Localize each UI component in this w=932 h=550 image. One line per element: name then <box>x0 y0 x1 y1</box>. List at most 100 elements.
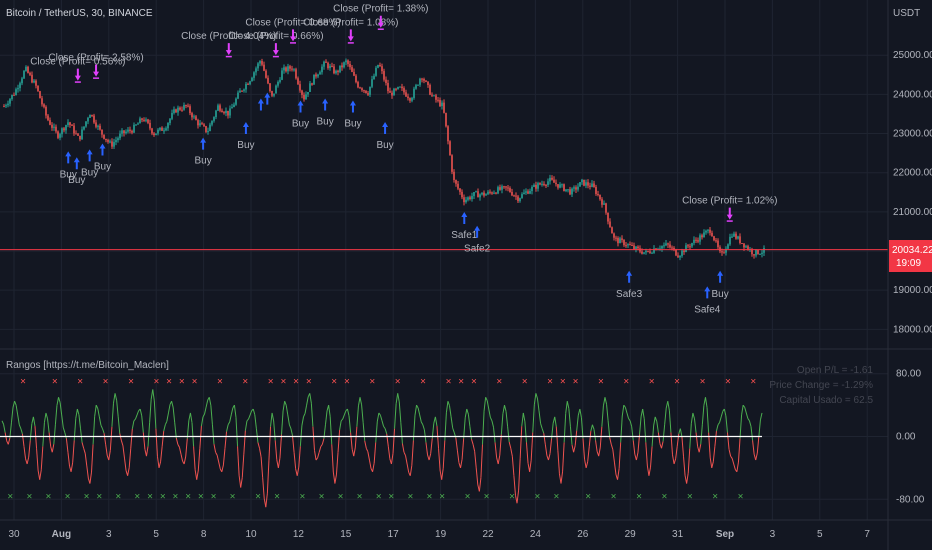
candle-body <box>693 239 695 244</box>
candle-body <box>155 133 157 136</box>
oscillator-segment <box>416 404 419 409</box>
candle-body <box>3 106 5 108</box>
oscillator-segment <box>177 444 180 448</box>
candle-body <box>649 251 651 253</box>
candle-body <box>205 126 207 132</box>
candle-body <box>735 233 737 239</box>
buy-label: Buy <box>711 289 728 300</box>
candle-body <box>701 235 703 238</box>
buy-arrow <box>86 149 93 162</box>
candle-body <box>49 120 51 125</box>
oscillator-segment <box>136 410 140 416</box>
oscillator-segment <box>612 449 615 463</box>
oscillator-segment <box>736 461 739 472</box>
oscillator-axis[interactable]: 80.00 0.00 -80.00 <box>896 369 925 506</box>
sell-cross-marker: × <box>344 377 350 388</box>
oscillator-segment <box>525 442 529 464</box>
last-price-tag-background <box>889 240 932 272</box>
time-axis[interactable]: 30 Aug 3 5 8 10 12 15 17 19 22 24 26 29 31 Sep 3 5 7 <box>8 529 870 540</box>
oscillator-segment <box>255 428 259 443</box>
oscillator-segment <box>171 401 174 408</box>
oscillator-title[interactable]: Rangos [https://t.me/Bitcoin_Maclen] <box>6 360 169 371</box>
oscillator-segment <box>617 468 620 480</box>
candle-body <box>685 245 687 253</box>
oscillator-segment <box>215 451 218 456</box>
candle-body <box>629 244 631 246</box>
candle-body <box>101 129 103 135</box>
oscillator-segment <box>587 446 590 462</box>
oscillator-segment <box>574 430 578 446</box>
close-arrow <box>347 29 354 42</box>
candle-body <box>161 127 163 131</box>
candle-body <box>555 182 557 185</box>
candle-body <box>39 91 41 99</box>
time-tick-label: 26 <box>577 529 589 540</box>
candle-body <box>225 110 227 114</box>
candle-body <box>191 113 193 118</box>
oscillator-segment <box>522 412 526 422</box>
oscillator-segment <box>343 410 347 416</box>
oscillator-segment <box>34 426 38 449</box>
buy-cross-marker: × <box>185 491 191 502</box>
oscillator-segment <box>362 422 366 441</box>
oscillator-segment <box>248 414 251 420</box>
oscillator-segment <box>313 450 317 461</box>
candle-body <box>67 122 69 126</box>
oscillator-segment <box>387 446 391 459</box>
candle-body <box>11 94 13 100</box>
oscillator-segment <box>571 444 575 453</box>
oscillator-segment <box>112 393 116 404</box>
oscillator-segment <box>356 405 359 427</box>
candle-body <box>293 69 295 71</box>
buy-arrow <box>242 121 249 134</box>
oscillator-segment <box>742 404 746 408</box>
oscillator-segment <box>607 420 611 438</box>
candle-body <box>587 182 589 186</box>
time-tick-label: 17 <box>388 529 400 540</box>
candle-body <box>47 115 49 121</box>
oscillator-segment <box>78 414 82 429</box>
candle-body <box>729 236 731 245</box>
candle-body <box>233 104 235 108</box>
candle-body <box>31 74 33 83</box>
oscillator-segment <box>632 440 636 455</box>
oscillator-segment <box>122 445 125 459</box>
candle-body <box>579 182 581 187</box>
oscillator-segment <box>695 432 699 447</box>
oscillator-segment <box>741 405 744 415</box>
candle-body <box>699 235 701 242</box>
buy-cross-marker: × <box>230 491 236 502</box>
oscillator-segment <box>755 453 758 461</box>
candle-body <box>725 248 727 253</box>
candle-body <box>681 250 683 256</box>
candle-body <box>697 240 699 242</box>
oscillator-segment <box>529 460 532 472</box>
buy-label: Buy <box>376 140 393 151</box>
oscillator-segment <box>331 444 334 473</box>
candle-body <box>159 127 161 130</box>
candle-body <box>79 135 81 140</box>
oscillator-segment <box>365 448 369 452</box>
oscillator-segment <box>662 424 666 442</box>
oscillator-segment <box>730 455 733 459</box>
candle-body <box>665 243 667 246</box>
candle-body <box>83 126 85 130</box>
oscillator-segment <box>28 440 31 458</box>
buy-arrow <box>717 270 724 283</box>
oscillator-segment <box>91 444 94 473</box>
candle-body <box>189 106 191 114</box>
candle-body <box>437 99 439 101</box>
symbol-title[interactable]: Bitcoin / TetherUS, 30, BINANCE <box>6 8 153 19</box>
oscillator-segment <box>606 404 609 421</box>
candle-body <box>257 63 259 69</box>
oscillator-segment <box>642 408 645 419</box>
oscillator-segment <box>422 424 425 431</box>
candle-body <box>303 94 305 100</box>
oscillator-segment <box>142 432 146 450</box>
candle-body <box>245 83 247 90</box>
time-tick-label: Aug <box>52 529 71 540</box>
oscillator-segment <box>438 448 441 471</box>
candle-body <box>149 122 151 129</box>
oscillator-segment <box>155 428 158 457</box>
